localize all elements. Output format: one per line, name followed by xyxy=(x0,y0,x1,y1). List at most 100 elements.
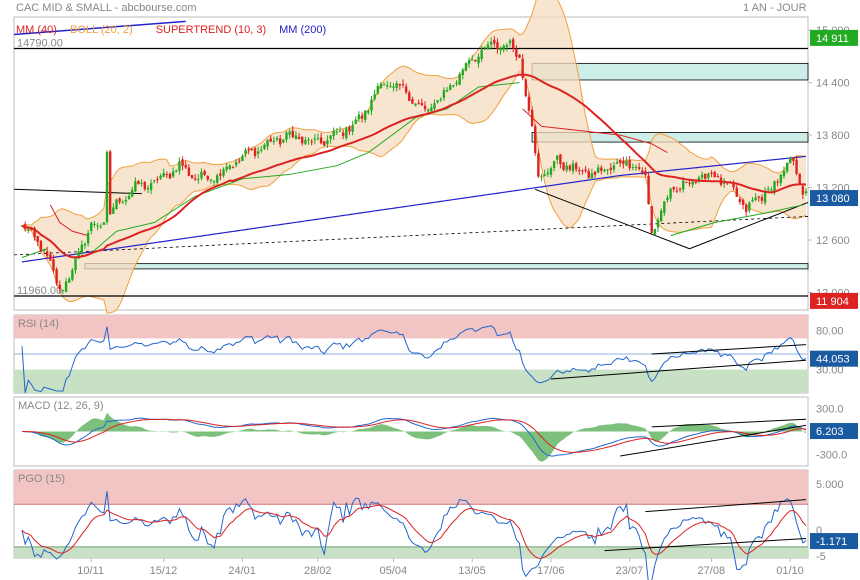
candle-body-232 xyxy=(751,199,754,202)
candle-body-128 xyxy=(423,105,427,110)
candle-body-159 xyxy=(521,58,524,78)
rsi-trend-lower xyxy=(550,359,807,380)
candle-body-47 xyxy=(168,173,172,179)
candle-body-240 xyxy=(776,181,779,183)
candle-body-149 xyxy=(489,41,493,45)
candle-body-193 xyxy=(628,160,631,169)
pane-frame-macd xyxy=(13,396,809,467)
mm200-line xyxy=(21,155,807,263)
candle-body-162 xyxy=(530,109,534,127)
macd-last-badge-bg xyxy=(810,423,858,440)
candle-body-189 xyxy=(615,162,619,164)
candle-body-19 xyxy=(80,244,84,254)
candle-body-198 xyxy=(644,170,647,175)
candle-body-116 xyxy=(386,85,389,87)
pgo-label: PGO (15) xyxy=(18,473,65,485)
mm200-upper-segment xyxy=(13,20,186,36)
rsi-y-tick-0: 80.00 xyxy=(816,326,844,338)
candle-body-63 xyxy=(219,173,222,176)
candle-body-239 xyxy=(773,181,776,192)
trendline-left xyxy=(13,188,142,195)
candle-body-7 xyxy=(42,250,46,252)
supertrend-segment-4 xyxy=(670,204,803,237)
candle-body-138 xyxy=(455,82,458,85)
candle-body-246 xyxy=(795,159,798,174)
candle-body-49 xyxy=(175,170,178,172)
candle-body-24 xyxy=(96,225,99,227)
candle-body-20 xyxy=(83,243,87,246)
candle-body-45 xyxy=(162,172,165,177)
candle-body-126 xyxy=(417,102,420,104)
rsi-last-badge: 44.053 xyxy=(816,354,850,366)
candle-body-148 xyxy=(486,44,490,49)
candle-body-196 xyxy=(637,167,641,169)
candle-body-165 xyxy=(540,176,543,178)
candle-body-151 xyxy=(496,42,499,50)
candle-body-173 xyxy=(565,165,568,171)
candle-body-158 xyxy=(518,54,521,58)
pgo-y-tick-1: 0 xyxy=(816,525,822,537)
candle-body-127 xyxy=(420,103,424,106)
candle-body-42 xyxy=(153,180,156,182)
candle-body-180 xyxy=(587,170,590,178)
candle-body-218 xyxy=(707,173,710,179)
pane-frame-main xyxy=(13,16,809,311)
pgo-y-tick-2: -5 xyxy=(816,551,826,563)
candle-body-87 xyxy=(294,135,298,139)
candle-body-199 xyxy=(647,175,650,205)
candle-body-108 xyxy=(360,115,364,119)
candle-body-166 xyxy=(543,174,546,176)
candle-body-34 xyxy=(127,195,131,200)
candle-body-226 xyxy=(732,183,735,188)
rsi-label: RSI (14) xyxy=(18,318,59,330)
rsi-overbought-band xyxy=(14,315,808,339)
price-level-label-1: 11960.00 xyxy=(17,285,62,297)
candle-body-61 xyxy=(212,181,216,183)
candle-body-135 xyxy=(445,89,449,92)
main-y-tick-4: 12 600 xyxy=(816,235,850,247)
candle-body-178 xyxy=(581,170,584,172)
candle-body-122 xyxy=(404,86,408,93)
candle-body-30 xyxy=(115,199,118,210)
pgo-trend-upper xyxy=(645,499,807,513)
candle-body-134 xyxy=(442,90,446,99)
legend-entry-2: SUPERTREND (10, 3) xyxy=(156,24,266,36)
candle-body-238 xyxy=(770,189,773,191)
candle-body-83 xyxy=(282,139,285,143)
candle-body-80 xyxy=(272,140,276,143)
candle-body-81 xyxy=(275,138,279,140)
rsi-oversold-band xyxy=(14,369,808,393)
candle-body-139 xyxy=(458,74,461,85)
pgo-y-tick-0: 5.000 xyxy=(816,479,844,491)
candle-body-175 xyxy=(571,163,575,172)
x-tick-6: 17/06 xyxy=(537,565,565,577)
candle-body-168 xyxy=(549,168,553,175)
candle-body-101 xyxy=(338,130,342,132)
candle-body-153 xyxy=(502,45,505,50)
candle-body-110 xyxy=(367,111,370,113)
candle-body-26 xyxy=(102,222,106,225)
high-badge: 14 911 xyxy=(816,33,849,45)
candle-body-68 xyxy=(234,161,238,166)
pgo-signal-line xyxy=(21,504,807,559)
candle-body-242 xyxy=(782,170,786,177)
candle-body-93 xyxy=(313,138,317,140)
mm40-line xyxy=(21,73,807,259)
candle-body-13 xyxy=(61,289,65,291)
candle-body-213 xyxy=(691,181,694,185)
candle-body-209 xyxy=(678,188,682,190)
candle-body-35 xyxy=(131,189,134,197)
candle-body-245 xyxy=(792,157,795,161)
candle-body-172 xyxy=(562,162,565,170)
x-tick-9: 01/10 xyxy=(776,565,804,577)
candle-body-169 xyxy=(552,161,556,168)
candle-body-4 xyxy=(33,228,36,238)
supertrend-segment-1 xyxy=(49,204,89,237)
candle-body-233 xyxy=(754,197,757,200)
candle-body-146 xyxy=(480,49,483,59)
candle-body-120 xyxy=(398,84,402,86)
candle-body-195 xyxy=(634,167,638,169)
candle-body-177 xyxy=(578,170,581,172)
low-badge: 11 904 xyxy=(816,296,849,308)
candle-body-234 xyxy=(757,196,760,198)
